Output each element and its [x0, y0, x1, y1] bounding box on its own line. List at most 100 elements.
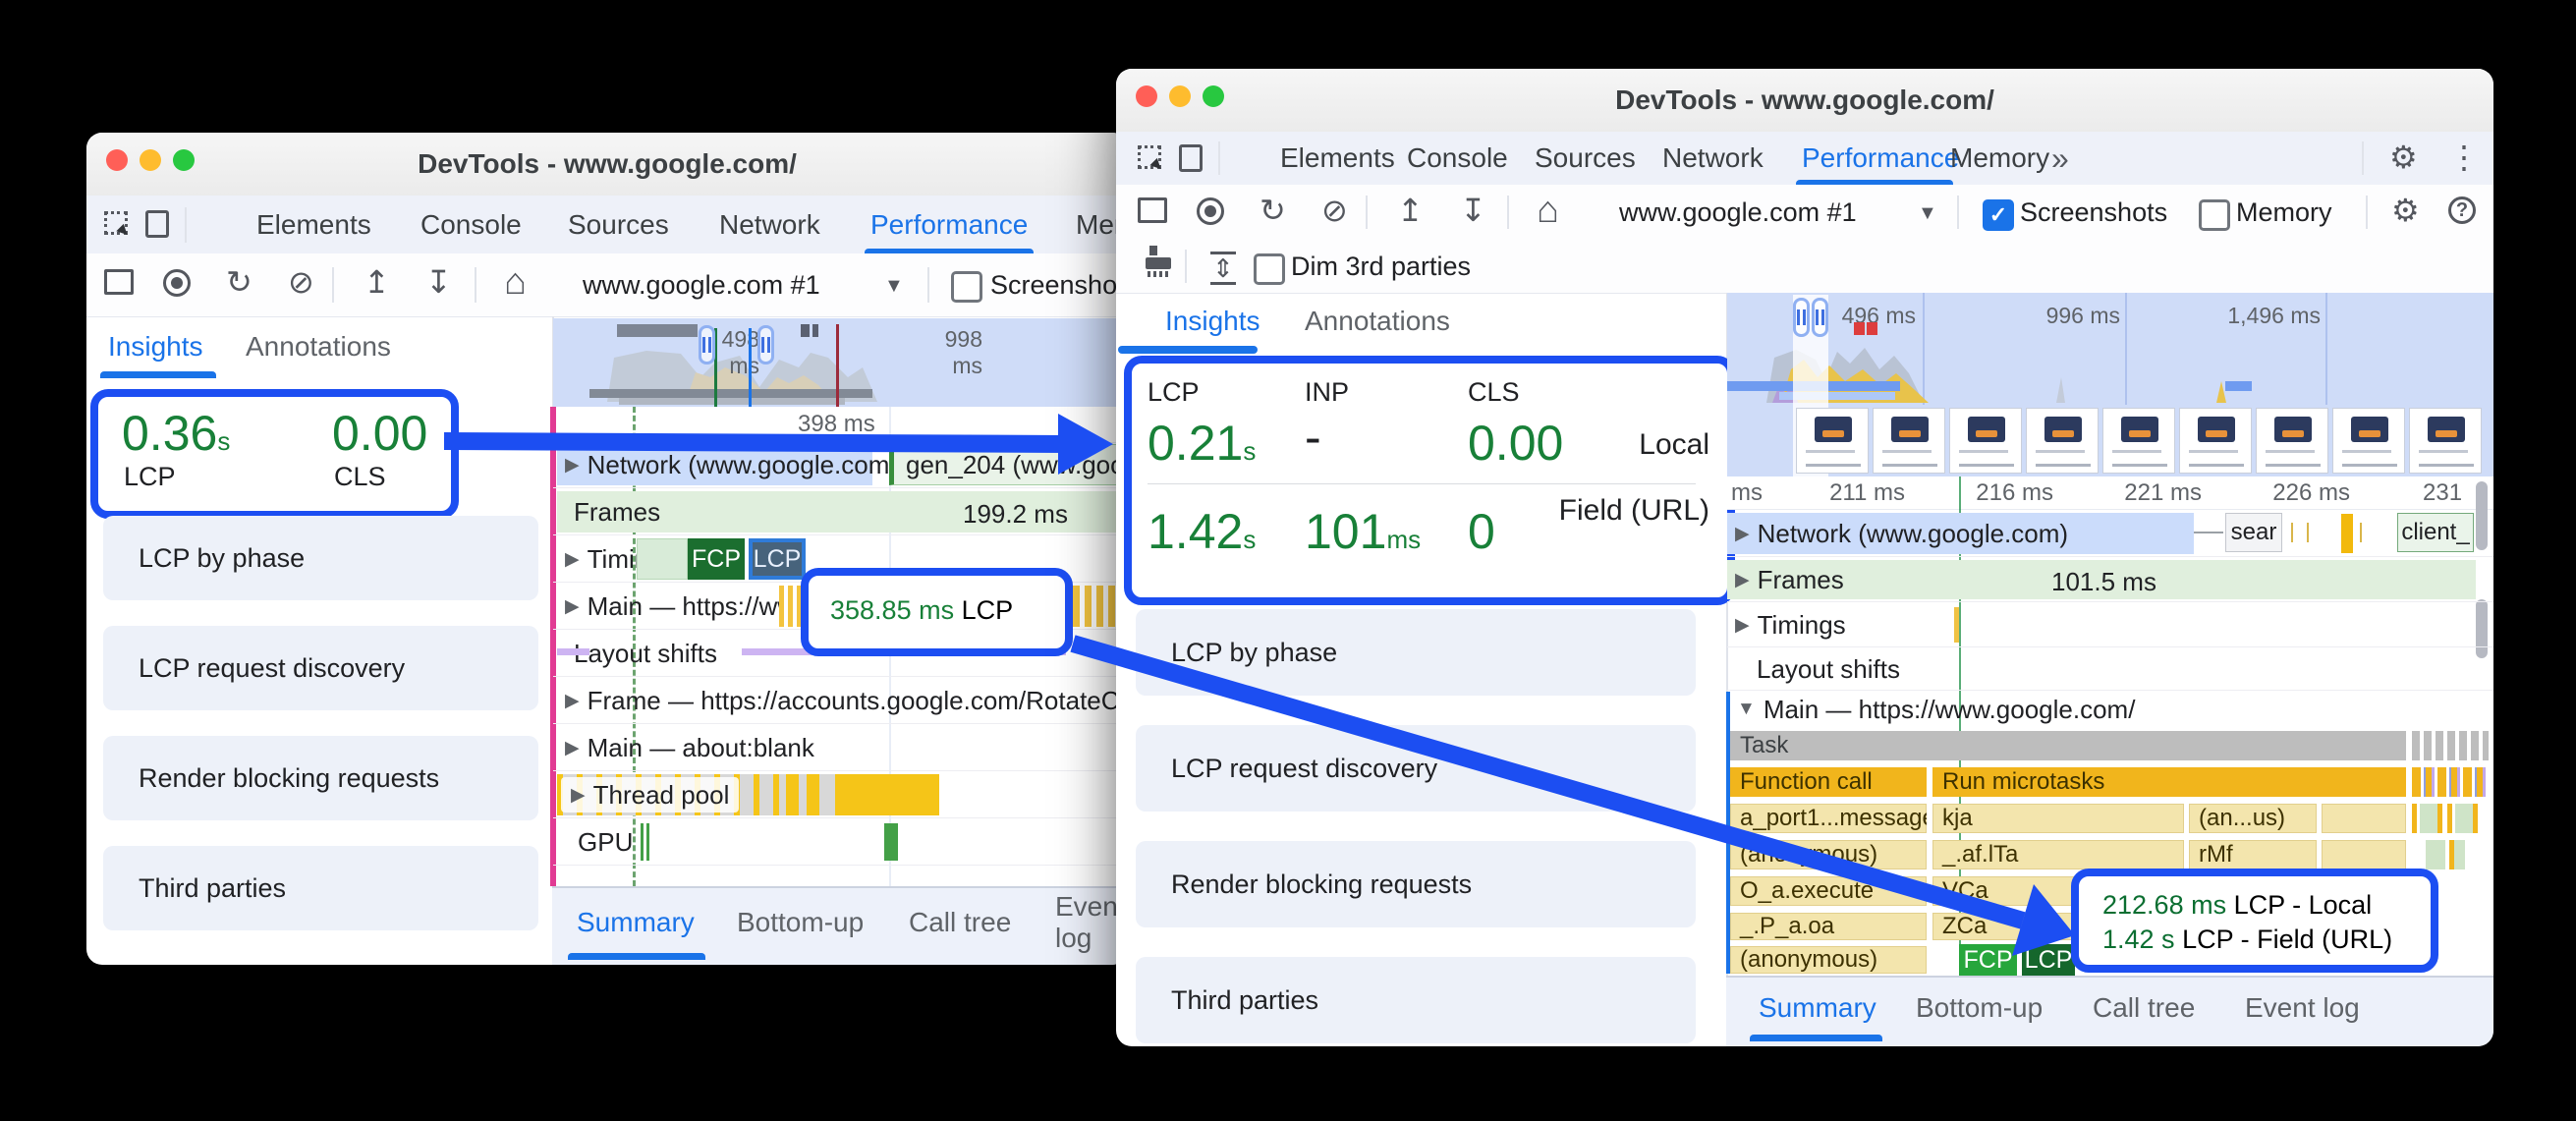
settings-gear-icon[interactable]: ⚙: [2391, 193, 2420, 228]
flame-frame[interactable]: _.af.lTa: [1932, 840, 2184, 869]
clear-icon[interactable]: ⊘: [1321, 193, 1348, 228]
target-selector[interactable]: www.google.com #1: [1619, 196, 1857, 227]
network-request-bar[interactable]: [2341, 514, 2353, 553]
target-selector[interactable]: www.google.com #1: [583, 269, 820, 300]
dim-3rd-parties-checkbox[interactable]: [1254, 253, 1285, 285]
insight-card-render-blocking[interactable]: Render blocking requests: [1136, 841, 1696, 927]
flame-frame[interactable]: a_port1...message: [1730, 804, 1927, 833]
network-request-search[interactable]: sear: [2225, 513, 2282, 552]
lcp-badge[interactable]: LCP: [749, 538, 806, 580]
network-track[interactable]: ▶ Network (www.google.com): [1735, 518, 2069, 548]
flame-run-microtasks[interactable]: Run microtasks: [1932, 767, 2406, 797]
insight-card-lcp-by-phase[interactable]: LCP by phase: [103, 516, 538, 600]
gc-brush-icon[interactable]: [1146, 246, 1171, 277]
screenshots-checkbox[interactable]: ✓: [1983, 199, 2014, 231]
tab-summary[interactable]: Summary: [577, 907, 695, 937]
main-track[interactable]: ▼ Main — https://www.google.com/: [1737, 694, 2136, 724]
network-request-gen204[interactable]: gen_204 (www.goo: [889, 444, 1128, 485]
sidebar-tab-annotations[interactable]: Annotations: [1305, 306, 1450, 336]
tab-console[interactable]: Console: [420, 208, 522, 240]
tab-sources[interactable]: Sources: [1535, 142, 1636, 173]
network-request-client[interactable]: client_: [2397, 513, 2474, 552]
zoom-button[interactable]: [173, 149, 195, 171]
memory-checkbox[interactable]: [2199, 199, 2230, 231]
close-button[interactable]: [106, 149, 128, 171]
thread-pool-track[interactable]: ▶ Thread pool: [561, 777, 740, 813]
fcp-badge[interactable]: FCP: [688, 538, 745, 580]
kebab-menu-icon[interactable]: ⋮: [2448, 140, 2480, 175]
tab-event-log[interactable]: Event log: [2245, 992, 2360, 1023]
screenshot-thumbnail[interactable]: [2026, 408, 2099, 474]
insight-card-third-parties[interactable]: Third parties: [1136, 957, 1696, 1043]
tab-call-tree[interactable]: Call tree: [909, 907, 1012, 937]
inspect-icon[interactable]: [1138, 145, 1161, 169]
flame-frame[interactable]: O_a.execute: [1730, 876, 1927, 906]
download-profile-icon[interactable]: ↧: [1460, 193, 1486, 228]
tab-elements[interactable]: Elements: [1280, 142, 1395, 173]
tab-summary[interactable]: Summary: [1759, 992, 1876, 1023]
screenshot-thumbnail[interactable]: [2256, 408, 2328, 474]
frame-track[interactable]: ▶ Frame — https://accounts.google.com/Rot…: [565, 685, 1120, 715]
insight-card-render-blocking[interactable]: Render blocking requests: [103, 736, 538, 820]
clear-icon[interactable]: ⊘: [288, 264, 314, 300]
screenshot-thumbnail[interactable]: [2409, 408, 2482, 474]
zoom-button[interactable]: [1203, 85, 1224, 107]
device-toolbar-icon[interactable]: [1179, 144, 1203, 172]
record-icon[interactable]: [1197, 197, 1224, 225]
home-icon[interactable]: ⌂: [1537, 190, 1559, 231]
tab-bottom-up[interactable]: Bottom-up: [737, 907, 865, 937]
fcp-badge[interactable]: FCP: [1959, 944, 2017, 976]
frames-track[interactable]: ▶ Frames: [1735, 564, 1844, 594]
flame-frame[interactable]: (an...us): [2189, 804, 2317, 833]
upload-profile-icon[interactable]: ↥: [364, 264, 390, 300]
frames-track[interactable]: Frames: [574, 496, 661, 527]
flame-function-call[interactable]: Function call: [1730, 767, 1927, 797]
collapse-tracks-icon[interactable]: ⇕: [1210, 252, 1236, 285]
insight-card-lcp-request-discovery[interactable]: LCP request discovery: [103, 626, 538, 710]
main-track[interactable]: ▶ Main — https://ww: [565, 590, 797, 621]
scrollbar-thumb[interactable]: [2476, 599, 2488, 658]
more-tabs-icon[interactable]: »: [2051, 140, 2069, 176]
gpu-track[interactable]: GPU: [578, 826, 634, 857]
layout-shifts-track[interactable]: Layout shifts: [574, 638, 717, 668]
range-handle-left[interactable]: [1793, 298, 1810, 337]
toggle-sidebar-icon[interactable]: [104, 269, 134, 295]
inspect-icon[interactable]: [104, 211, 128, 235]
tab-bottom-up[interactable]: Bottom-up: [1916, 992, 2044, 1023]
tab-performance[interactable]: Performance: [870, 208, 1029, 240]
help-icon[interactable]: ?: [2448, 196, 2476, 224]
scrollbar-thumb[interactable]: [2476, 481, 2488, 550]
timings-track[interactable]: ▶ Timings: [1735, 609, 1846, 640]
insight-card-lcp-request-discovery[interactable]: LCP request discovery: [1136, 725, 1696, 812]
tab-call-tree[interactable]: Call tree: [2093, 992, 2196, 1023]
tab-elements[interactable]: Elements: [256, 208, 371, 240]
flame-task[interactable]: Task: [1730, 731, 2406, 760]
record-icon[interactable]: [163, 269, 191, 297]
network-track[interactable]: ▶ Network (www.google.com: [565, 449, 890, 479]
screenshot-thumbnail[interactable]: [1949, 408, 2022, 474]
home-icon[interactable]: ⌂: [504, 261, 527, 303]
minimize-button[interactable]: [1169, 85, 1191, 107]
flame-frame[interactable]: [2322, 840, 2406, 869]
upload-profile-icon[interactable]: ↥: [1397, 193, 1424, 228]
chevron-down-icon[interactable]: ▼: [1918, 202, 1937, 224]
insight-card-lcp-by-phase[interactable]: LCP by phase: [1136, 609, 1696, 696]
sidebar-tab-insights[interactable]: Insights: [1165, 306, 1260, 336]
layout-shifts-track[interactable]: Layout shifts: [1757, 653, 1900, 684]
flame-frame[interactable]: (anonymous): [1730, 840, 1927, 869]
toggle-sidebar-icon[interactable]: [1138, 197, 1167, 223]
insight-card-third-parties[interactable]: Third parties: [103, 846, 538, 930]
flame-frame[interactable]: rMf: [2189, 840, 2317, 869]
flame-frame[interactable]: ZCa: [1932, 913, 2093, 940]
lcp-badge[interactable]: LCP: [2022, 944, 2075, 976]
flame-frame[interactable]: kja: [1932, 804, 2184, 833]
main-blank-track[interactable]: ▶ Main — about:blank: [565, 732, 814, 762]
tab-console[interactable]: Console: [1407, 142, 1508, 173]
range-handle-right[interactable]: [1812, 298, 1828, 337]
device-toolbar-icon[interactable]: [145, 210, 169, 238]
screenshot-thumbnail[interactable]: [2102, 408, 2175, 474]
close-button[interactable]: [1136, 85, 1157, 107]
screenshots-checkbox[interactable]: [951, 271, 982, 303]
download-profile-icon[interactable]: ↧: [425, 264, 452, 300]
flame-frame[interactable]: [2322, 804, 2406, 833]
